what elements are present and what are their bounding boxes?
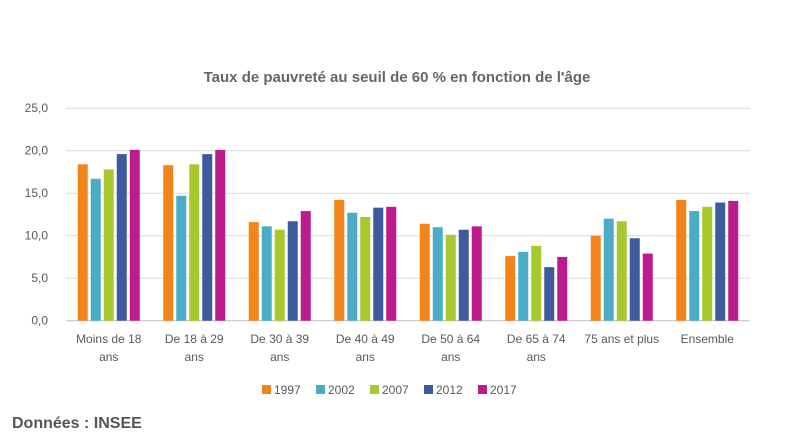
bar-2007 bbox=[531, 245, 542, 321]
bar-2017 bbox=[642, 253, 653, 321]
legend-label: 2012 bbox=[436, 383, 463, 397]
legend-swatch-2007 bbox=[370, 385, 379, 394]
bar-2007 bbox=[274, 229, 285, 321]
bar-2007 bbox=[616, 221, 627, 321]
bar-2002 bbox=[261, 226, 272, 321]
bar-2012 bbox=[629, 238, 640, 321]
bar-2017 bbox=[215, 149, 226, 321]
bar-1997 bbox=[77, 164, 88, 321]
bar-2002 bbox=[603, 218, 614, 321]
legend-label: 2007 bbox=[382, 383, 409, 397]
legend-swatch-1997 bbox=[262, 385, 271, 394]
legend-label: 2002 bbox=[328, 383, 355, 397]
bar-2002 bbox=[432, 227, 443, 321]
bar-2007 bbox=[702, 206, 713, 321]
bar-2012 bbox=[116, 154, 127, 321]
y-tick-label: 15,0 bbox=[25, 186, 49, 200]
legend-swatch-2017 bbox=[478, 385, 487, 394]
legend-swatch-2012 bbox=[424, 385, 433, 394]
bar-2017 bbox=[386, 206, 397, 321]
x-tick-label: ans bbox=[527, 350, 546, 364]
bar-1997 bbox=[163, 165, 174, 321]
x-tick-label: ans bbox=[99, 350, 118, 364]
bar-2012 bbox=[715, 202, 726, 321]
bar-2017 bbox=[300, 211, 311, 321]
bar-1997 bbox=[590, 235, 601, 321]
x-tick-label: 75 ans et plus bbox=[584, 332, 659, 346]
bar-2002 bbox=[176, 195, 187, 321]
bar-2002 bbox=[347, 212, 358, 321]
bar-2017 bbox=[129, 149, 140, 321]
bar-2002 bbox=[518, 251, 529, 321]
y-tick-label: 20,0 bbox=[25, 144, 49, 158]
bar-2007 bbox=[189, 164, 200, 321]
x-tick-label: ans bbox=[441, 350, 460, 364]
chart-title: Taux de pauvreté au seuil de 60 % en fon… bbox=[204, 69, 591, 86]
bar-2002 bbox=[90, 178, 101, 321]
y-tick-label: 10,0 bbox=[25, 229, 49, 243]
bar-1997 bbox=[248, 222, 259, 321]
bar-2017 bbox=[471, 226, 482, 321]
x-tick-label: De 30 à 39 bbox=[250, 332, 309, 346]
bar-2017 bbox=[557, 256, 568, 321]
x-tick-label: ans bbox=[185, 350, 204, 364]
x-tick-label: De 40 à 49 bbox=[336, 332, 395, 346]
x-tick-label: Moins de 18 bbox=[76, 332, 142, 346]
legend-label: 2017 bbox=[490, 383, 517, 397]
bar-2012 bbox=[287, 221, 298, 321]
x-tick-label: ans bbox=[356, 350, 375, 364]
y-tick-label: 25,0 bbox=[25, 101, 49, 115]
source-note: Données : INSEE bbox=[12, 415, 142, 432]
bar-1997 bbox=[676, 200, 687, 321]
bar-2002 bbox=[689, 211, 700, 321]
bar-2012 bbox=[544, 267, 555, 321]
x-tick-label: Ensemble bbox=[681, 332, 735, 346]
x-tick-label: De 18 à 29 bbox=[165, 332, 224, 346]
bar-1997 bbox=[419, 223, 430, 321]
x-tick-label: De 65 à 74 bbox=[507, 332, 566, 346]
legend-label: 1997 bbox=[274, 383, 301, 397]
bar-1997 bbox=[334, 200, 345, 321]
bar-1997 bbox=[505, 256, 516, 321]
bar-2012 bbox=[202, 154, 213, 321]
y-tick-label: 5,0 bbox=[31, 271, 48, 285]
bar-2012 bbox=[373, 207, 384, 321]
y-tick-label: 0,0 bbox=[31, 314, 48, 328]
bar-2017 bbox=[728, 200, 739, 321]
bar-2012 bbox=[458, 229, 469, 321]
x-tick-label: De 50 à 64 bbox=[421, 332, 480, 346]
bar-2007 bbox=[360, 217, 371, 321]
legend-swatch-2002 bbox=[316, 385, 325, 394]
bar-2007 bbox=[103, 169, 114, 321]
bar-2007 bbox=[445, 234, 456, 321]
x-tick-label: ans bbox=[270, 350, 289, 364]
